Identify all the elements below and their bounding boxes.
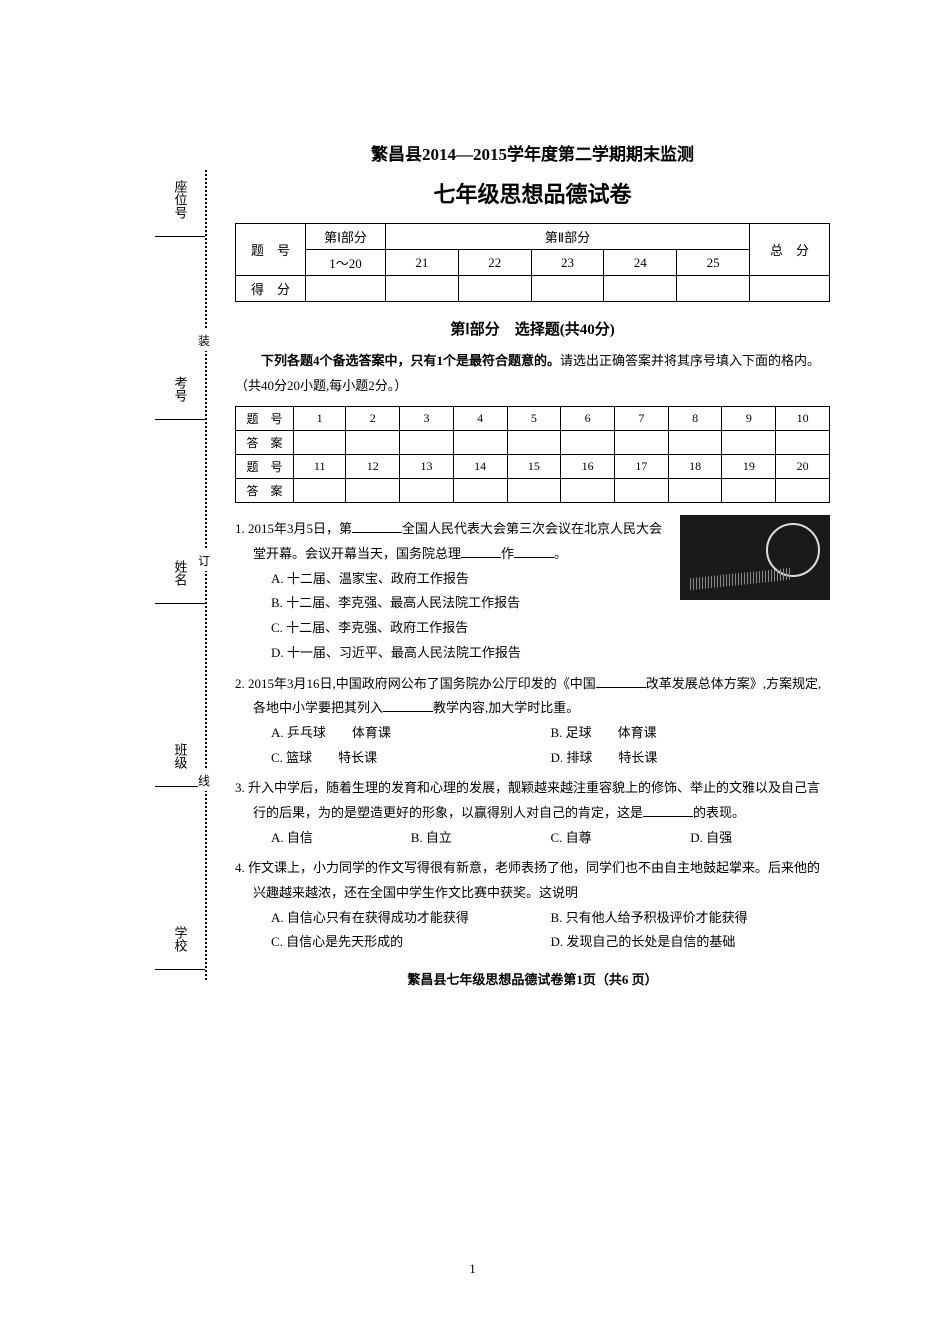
option: C. 十二届、李克强、政府工作报告 xyxy=(235,616,830,641)
cell: 13 xyxy=(400,455,454,479)
binding-dotted-line xyxy=(205,170,207,980)
page-number: 1 xyxy=(469,1261,476,1277)
cell: 14 xyxy=(453,455,507,479)
option-row: A. 自信心只有在获得成功才能获得 B. 只有他人给予积极评价才能获得 xyxy=(235,906,830,931)
cell-blank xyxy=(531,276,604,302)
cell: 18 xyxy=(668,455,722,479)
cell-blank xyxy=(604,276,677,302)
cell: 20 xyxy=(776,455,830,479)
cell: 24 xyxy=(604,250,677,276)
cell: 5 xyxy=(507,407,561,431)
cell: 1～20 xyxy=(306,250,386,276)
binding-field-school: 学校 xyxy=(155,926,205,970)
cell: 2 xyxy=(346,407,400,431)
cell-blank xyxy=(306,276,386,302)
cell: 15 xyxy=(507,455,561,479)
cell-blank xyxy=(750,276,830,302)
cell: 题 号 xyxy=(236,407,294,431)
cell: 答 案 xyxy=(236,431,294,455)
cell: 4 xyxy=(453,407,507,431)
option-row: A. 乒乓球 体育课 B. 足球 体育课 xyxy=(235,721,830,746)
option-row: C. 篮球 特长课 D. 排球 特长课 xyxy=(235,746,830,771)
question-3: 3. 升入中学后，随着生理的发育和心理的发展，靓颖越来越注重容貌上的修饰、举止的… xyxy=(235,776,830,825)
question-1-image xyxy=(680,515,830,600)
cell-label: 题 号 xyxy=(236,224,306,276)
cell-part1: 第Ⅰ部分 xyxy=(306,224,386,250)
exam-header: 繁昌县2014—2015学年度第二学期期末监测 xyxy=(235,140,830,165)
cell: 25 xyxy=(677,250,750,276)
question-4: 4. 作文课上，小力同学的作文写得很有新意，老师表扬了他，同学们也不由自主地鼓起… xyxy=(235,856,830,905)
binding-column: 座位号 考号 姓名 班级 学校 xyxy=(150,180,210,970)
score-table: 题 号 第Ⅰ部分 第Ⅱ部分 总 分 1～20 21 22 23 24 25 得 … xyxy=(235,223,830,302)
instruction: 下列各题4个备选答案中，只有1个是最符合题意的。请选出正确答案并将其序号填入下面… xyxy=(235,349,830,398)
cell-blank xyxy=(458,276,531,302)
page-footer: 繁昌县七年级思想品德试卷第1页（共6 页） xyxy=(235,969,830,988)
cell-total: 总 分 xyxy=(750,224,830,276)
cell: 1 xyxy=(294,407,346,431)
cell-score-label: 得 分 xyxy=(236,276,306,302)
binding-marker: 装 xyxy=(198,330,210,351)
cell: 16 xyxy=(561,455,615,479)
option: D. 十一届、习近平、最高人民法院工作报告 xyxy=(235,641,830,666)
cell: 22 xyxy=(458,250,531,276)
cell: 11 xyxy=(294,455,346,479)
binding-field-examno: 考号 xyxy=(155,376,205,420)
cell: 12 xyxy=(346,455,400,479)
cell-part2: 第Ⅱ部分 xyxy=(386,224,750,250)
question-1: 1. 2015年3月5日，第全国人民代表大会第三次会议在北京人民大会堂开幕。会议… xyxy=(235,511,830,665)
cell: 9 xyxy=(722,407,776,431)
cell: 6 xyxy=(561,407,615,431)
option-row: C. 自信心是先天形成的 D. 发现自己的长处是自信的基础 xyxy=(235,930,830,955)
cell: 8 xyxy=(668,407,722,431)
document-content: 繁昌县2014—2015学年度第二学期期末监测 七年级思想品德试卷 题 号 第Ⅰ… xyxy=(235,140,830,988)
option-row: A. 自信 B. 自立 C. 自尊 D. 自强 xyxy=(235,826,830,851)
cell: 3 xyxy=(400,407,454,431)
binding-marker: 线 xyxy=(198,770,210,791)
cell: 23 xyxy=(531,250,604,276)
cell-blank xyxy=(386,276,459,302)
binding-field-seat: 座位号 xyxy=(155,180,205,237)
cell: 7 xyxy=(615,407,669,431)
cell: 答 案 xyxy=(236,479,294,503)
cell: 21 xyxy=(386,250,459,276)
cell: 19 xyxy=(722,455,776,479)
answer-table: 题 号 1 2 3 4 5 6 7 8 9 10 答 案 题 号 11 12 1… xyxy=(235,406,830,503)
cell: 17 xyxy=(615,455,669,479)
section-title: 第Ⅰ部分 选择题(共40分) xyxy=(235,318,830,339)
cell: 题 号 xyxy=(236,455,294,479)
question-2: 2. 2015年3月16日,中国政府网公布了国务院办公厅印发的《中国改革发展总体… xyxy=(235,672,830,721)
cell: 10 xyxy=(776,407,830,431)
cell-blank xyxy=(677,276,750,302)
binding-marker: 订 xyxy=(198,550,210,571)
exam-subtitle: 七年级思想品德试卷 xyxy=(235,177,830,209)
